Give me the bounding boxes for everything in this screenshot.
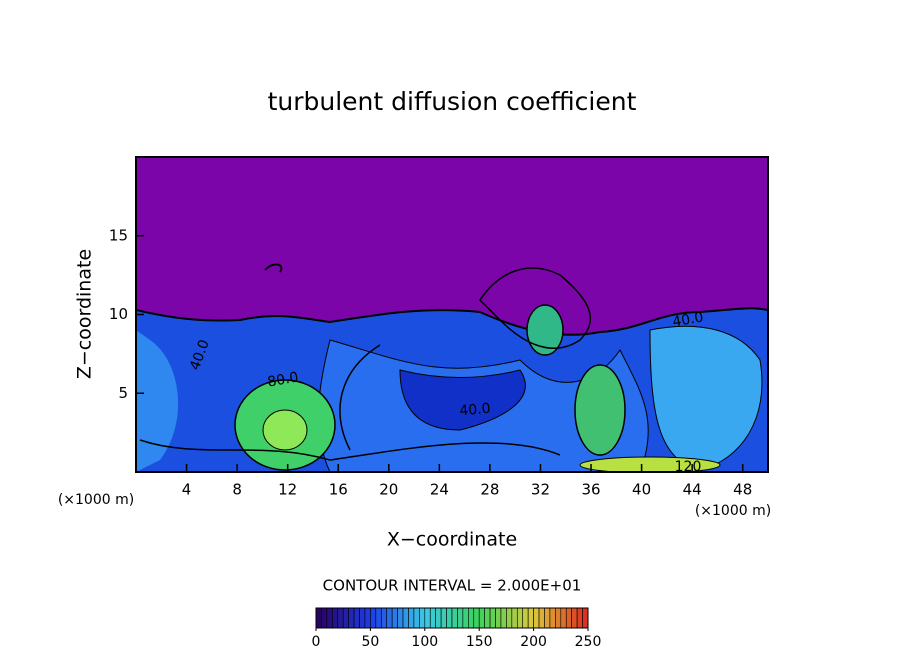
colorbar-stripe xyxy=(576,607,583,629)
x-tick-label: 8 xyxy=(232,481,242,499)
colorbar-stripe xyxy=(359,607,366,629)
contour-label: 40.0 xyxy=(671,309,704,330)
x-tick-label: 36 xyxy=(581,481,600,499)
colorbar-stripe xyxy=(440,607,447,629)
colorbar-stripe xyxy=(582,607,589,629)
colorbar-stripe xyxy=(473,607,480,629)
colorbar-stripe xyxy=(484,607,491,629)
colorbar-stripe xyxy=(332,607,339,629)
x-unit-label: (×1000 m) xyxy=(58,492,134,508)
colorbar-stripe xyxy=(342,607,349,629)
colorbar-stripe xyxy=(429,607,436,629)
colorbar-tick-label: 150 xyxy=(466,634,493,650)
colorbar-stripe xyxy=(397,607,404,629)
field-region xyxy=(574,364,626,456)
colorbar-stripe xyxy=(468,607,475,629)
colorbar-stripe xyxy=(348,607,355,629)
colorbar-stripe xyxy=(419,607,426,629)
colorbar-stripe xyxy=(413,607,420,629)
colorbar-tick-label: 100 xyxy=(411,634,438,650)
colorbar-stripe xyxy=(326,607,333,629)
x-tick-label: 48 xyxy=(733,481,752,499)
annotation: CONTOUR INTERVAL = 2.000E+01 xyxy=(323,577,582,595)
colorbar-stripe xyxy=(386,607,393,629)
colorbar-tick-label: 250 xyxy=(575,634,602,650)
x-tick-label: 32 xyxy=(531,481,550,499)
field xyxy=(136,157,768,472)
colorbar-stripe xyxy=(353,607,360,629)
colorbar-stripe xyxy=(511,607,518,629)
colorbar-stripe xyxy=(321,607,328,629)
colorbar-stripe xyxy=(424,607,431,629)
colorbar-stripe xyxy=(446,607,453,629)
colorbar-stripe xyxy=(364,607,371,629)
colorbar-stripe xyxy=(408,607,415,629)
x-tick-label: 20 xyxy=(379,481,398,499)
colorbar-stripe xyxy=(489,607,496,629)
x-tick-label: 4 xyxy=(182,481,192,499)
colorbar-stripe xyxy=(527,607,534,629)
colorbar-stripe xyxy=(478,607,485,629)
colorbar-stripe xyxy=(533,607,540,629)
colorbar-stripe xyxy=(571,607,578,629)
x-tick-label: 16 xyxy=(329,481,348,499)
x-tick-label: 24 xyxy=(430,481,449,499)
contour-label: 40.0 xyxy=(459,401,491,420)
colorbar-stripe xyxy=(560,607,567,629)
x-tick-label: 40 xyxy=(632,481,651,499)
y-axis-label: Z−coordinate xyxy=(74,249,96,379)
colorbar-stripe xyxy=(462,607,469,629)
colorbar-stripe xyxy=(565,607,572,629)
colorbar-frame xyxy=(315,607,589,629)
field-region xyxy=(649,325,763,471)
colorbar-stripe xyxy=(544,607,551,629)
field-region xyxy=(526,304,564,356)
field-region xyxy=(399,369,526,431)
colorbar-stripe xyxy=(375,607,382,629)
colorbar-stripe xyxy=(402,607,409,629)
x-tick-label: 12 xyxy=(278,481,297,499)
colorbar-stripe xyxy=(451,607,458,629)
field-region xyxy=(262,409,308,451)
field-region xyxy=(136,330,179,472)
colorbar-stripe xyxy=(538,607,545,629)
colorbar-stripe xyxy=(555,607,562,629)
colorbar-stripe xyxy=(370,607,377,629)
colorbar-stripe xyxy=(500,607,507,629)
y-tick-label: 10 xyxy=(109,305,128,323)
contour-label: 80.0 xyxy=(266,369,299,390)
colorbar-tick-label: 200 xyxy=(520,634,547,650)
colorbar-stripe xyxy=(315,607,322,629)
chart-title: turbulent diffusion coefficient xyxy=(268,87,637,116)
colorbar-tick-label: 0 xyxy=(312,634,321,650)
colorbar-stripe xyxy=(380,607,388,629)
x-tick-label: 28 xyxy=(480,481,499,499)
y-tick-label: 5 xyxy=(118,384,128,402)
colorbar-stripe xyxy=(522,607,529,629)
colorbar-stripe xyxy=(337,607,344,629)
x-axis-label: X−coordinate xyxy=(387,529,517,551)
x-unit-label: (×1000 m) xyxy=(695,503,771,519)
contour-label: 120 xyxy=(675,459,702,475)
x-tick-label: 44 xyxy=(683,481,702,499)
colorbar-tick-label: 50 xyxy=(361,634,379,650)
contour-line xyxy=(339,344,381,451)
colorbar-stripe xyxy=(516,607,524,629)
contour-line xyxy=(264,263,283,273)
field-region xyxy=(579,456,721,472)
contour-line xyxy=(139,439,561,461)
colorbar-stripe xyxy=(457,607,464,629)
y-tick-label: 15 xyxy=(109,226,128,244)
colorbar-stripe xyxy=(549,607,556,629)
colorbar-stripe xyxy=(495,607,502,629)
contour-line xyxy=(479,267,591,349)
colorbar-stripe xyxy=(506,607,513,629)
colorbar-stripe xyxy=(391,607,398,629)
colorbar-stripe xyxy=(435,607,442,629)
